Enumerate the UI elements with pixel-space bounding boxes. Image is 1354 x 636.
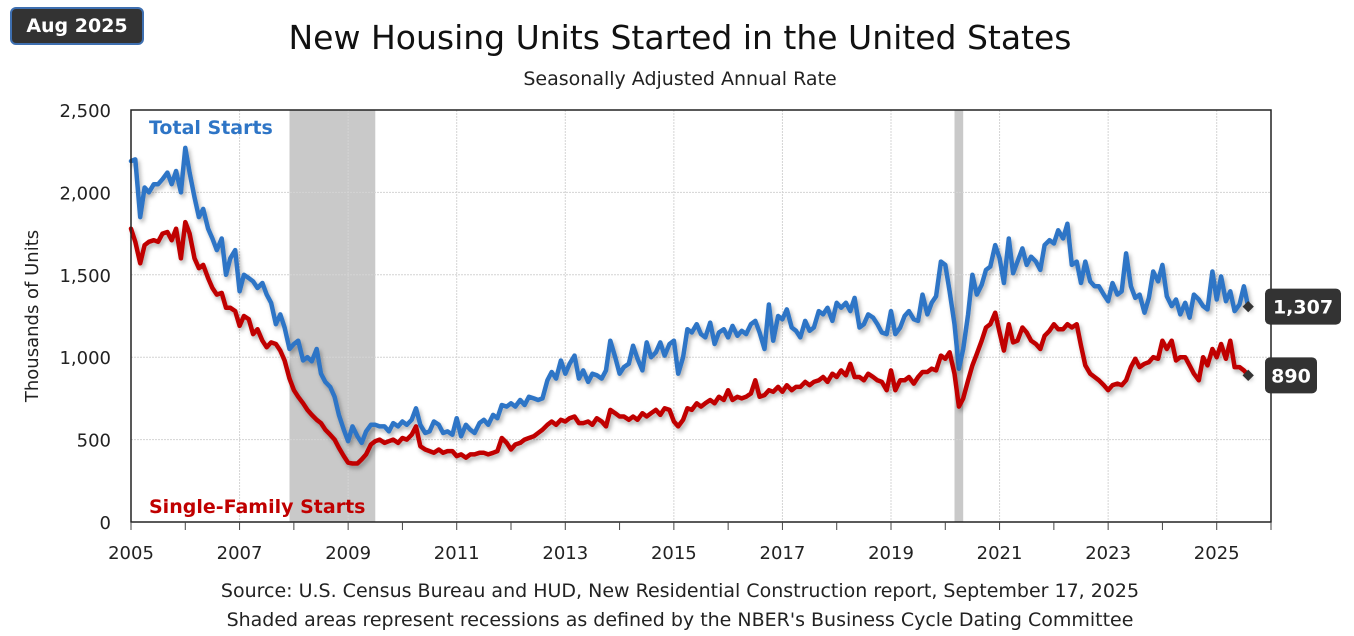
end-value-label: 1,307 [1265,288,1341,325]
series-label-total-starts: Total Starts [149,117,273,139]
chart-subtitle: Seasonally Adjusted Annual Rate [523,68,837,90]
series-line-total-starts [128,145,1251,446]
x-tick-label: 2007 [217,543,263,564]
x-tick-label: 2009 [325,543,371,564]
x-tick-label: 2015 [651,543,697,564]
recession-note: Shaded areas represent recessions as def… [226,609,1134,631]
end-label-text: 1,307 [1273,297,1333,319]
x-tick-label: 2025 [1194,543,1240,564]
chart-title: New Housing Units Started in the United … [288,18,1072,57]
end-label-box [1265,357,1317,394]
y-axis-label: Thousands of Units [22,230,43,403]
x-tick-label: 2013 [542,543,588,564]
series-line-single-family-starts [128,219,1251,466]
y-tick-label: 2,000 [59,183,111,204]
end-label-text: 890 [1271,365,1311,387]
y-tick-label: 500 [77,431,111,452]
recession-band [289,110,376,522]
end-value-label: 890 [1265,357,1317,394]
axes: 0 500 1,000 1,500 2,000 2,500 2005 2007 2009 2011… [59,101,1272,564]
x-tick-label: 2011 [434,543,480,564]
series-lines [128,145,1254,466]
x-tick-label: 2005 [108,543,154,564]
end-point-marker [1242,369,1254,381]
y-tick-label: 1,500 [59,266,111,287]
date-badge: Aug 2025 [10,7,144,45]
x-tick-label: 2023 [1085,543,1131,564]
y-tick-label: 1,000 [59,348,111,369]
x-tick-label: 2021 [977,543,1023,564]
series-label-single-family-starts: Single-Family Starts [149,496,365,518]
recession-bands [289,110,964,522]
x-tick-label: 2019 [868,543,914,564]
source-note: Source: U.S. Census Bureau and HUD, New … [220,580,1140,602]
end-value-labels: 1,307 890 [1265,288,1341,394]
y-tick-label: 0 [100,513,111,534]
y-tick-label: 2,500 [59,101,111,122]
recession-band [954,110,964,522]
end-point-marker [1242,300,1254,313]
x-tick-label: 2017 [760,543,806,564]
end-label-box [1265,288,1341,325]
